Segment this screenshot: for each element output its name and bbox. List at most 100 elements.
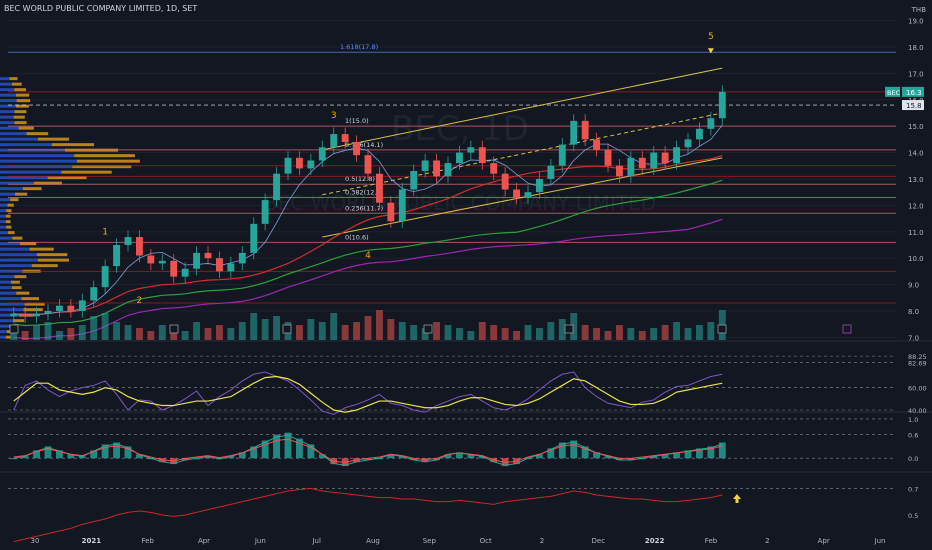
third-level-label: 0.7 — [908, 485, 918, 493]
candle-body — [513, 189, 520, 198]
volume-profile-bar — [16, 291, 30, 295]
volume-bar — [341, 325, 349, 340]
candle-body — [56, 305, 63, 311]
volume-profile-bar — [16, 99, 31, 103]
macd-histogram-bar — [136, 454, 143, 459]
volume-profile-bar — [13, 319, 25, 323]
macd-histogram-bar — [684, 450, 692, 459]
candle-body — [456, 152, 463, 164]
macd-histogram-bar — [296, 438, 303, 459]
candle-body — [684, 139, 692, 148]
macd-level-label: 0.0 — [908, 455, 918, 463]
volume-profile-bar — [0, 225, 7, 229]
down-arrow-icon — [707, 48, 714, 54]
volume-bar — [547, 322, 555, 340]
volume-profile-bar — [11, 286, 22, 290]
volume-bar — [673, 322, 680, 340]
volume-profile-bar — [0, 165, 73, 169]
earnings-marker-icon — [423, 324, 433, 334]
volume-profile-bar — [22, 187, 42, 191]
macd-histogram-bar — [536, 454, 543, 459]
volume-profile-bar — [14, 110, 27, 114]
volume-bar — [261, 319, 269, 340]
x-tick-label: 2022 — [645, 537, 665, 545]
volume-profile-bar — [0, 302, 25, 306]
candle-body — [593, 139, 600, 150]
volume-bar — [558, 319, 566, 340]
fib-level-label: 0(10.6) — [345, 233, 369, 241]
volume-profile-bar — [51, 143, 95, 147]
volume-profile-bar — [0, 132, 27, 136]
volume-bar — [570, 313, 578, 340]
candle-body — [364, 155, 372, 174]
volume-bar — [581, 325, 589, 340]
volume-profile-bar — [0, 247, 30, 251]
macd-histogram-bar — [604, 456, 612, 459]
volume-bar — [204, 328, 212, 340]
y-tick-label: 8.0 — [908, 308, 919, 316]
volume-bar — [501, 328, 509, 340]
earnings-marker-icon — [169, 324, 179, 334]
volume-bar — [661, 325, 669, 340]
watermark-small: BEC WORLD PUBLIC COMPANY LIMITED — [264, 191, 656, 215]
volume-bar — [147, 331, 155, 340]
volume-profile-bar — [21, 297, 39, 301]
volume-profile-bar — [0, 236, 13, 240]
volume-bar — [67, 328, 75, 340]
volume-profile-bar — [74, 154, 135, 158]
candle-body — [398, 189, 406, 222]
candle-body — [616, 165, 623, 177]
third-level-label: 0.5 — [908, 512, 918, 520]
volume-profile-bar — [0, 110, 15, 114]
macd-histogram-bar — [181, 458, 189, 461]
macd-histogram-bar — [227, 456, 235, 459]
candle-body — [78, 300, 86, 311]
macd-histogram-bar — [204, 456, 212, 459]
volume-profile-bar — [10, 280, 20, 284]
volume-bar — [216, 325, 223, 340]
macd-histogram-bar — [78, 456, 86, 459]
macd-histogram-bar — [307, 444, 315, 459]
volume-bar — [524, 325, 532, 340]
volume-profile-bar — [5, 214, 11, 218]
volume-bar — [330, 313, 338, 340]
volume-profile-bar — [0, 280, 11, 284]
macd-histogram-bar — [558, 442, 566, 459]
volume-profile-bar — [7, 203, 14, 207]
volume-bar — [78, 325, 86, 340]
candle-body — [718, 91, 726, 119]
macd-line — [13, 434, 723, 466]
volume-profile-bar — [0, 214, 6, 218]
candle-body — [124, 237, 132, 245]
volume-profile-bar — [13, 115, 25, 119]
candle-body — [421, 160, 429, 172]
volume-profile-bar — [23, 308, 43, 312]
volume-profile-bar — [5, 220, 11, 224]
volume-bar — [158, 325, 166, 340]
y-tick-label: 18.0 — [908, 44, 924, 52]
volume-bar — [21, 331, 29, 340]
candle-body — [204, 252, 212, 259]
rsi-signal-line — [13, 375, 723, 413]
candle-body — [673, 147, 680, 164]
candle-body — [170, 260, 178, 277]
candle-body — [696, 128, 703, 140]
candle-body — [547, 165, 555, 179]
candle-body — [238, 252, 246, 264]
candle-body — [250, 223, 258, 253]
volume-profile-bar — [34, 181, 62, 185]
channel-upper — [322, 67, 723, 151]
volume-profile-bar — [15, 104, 29, 108]
volume-bar — [536, 328, 543, 340]
macd-histogram-bar — [113, 442, 120, 459]
future-earnings-marker-icon — [842, 324, 852, 334]
volume-profile-bar — [0, 231, 9, 235]
volume-bar — [376, 310, 383, 340]
macd-level-label: 0.6 — [908, 432, 918, 440]
macd-histogram-bar — [718, 442, 726, 459]
volume-profile-bar — [0, 324, 10, 328]
volume-profile-bar — [14, 275, 27, 279]
candle-body — [284, 157, 292, 174]
candle-body — [661, 152, 669, 164]
